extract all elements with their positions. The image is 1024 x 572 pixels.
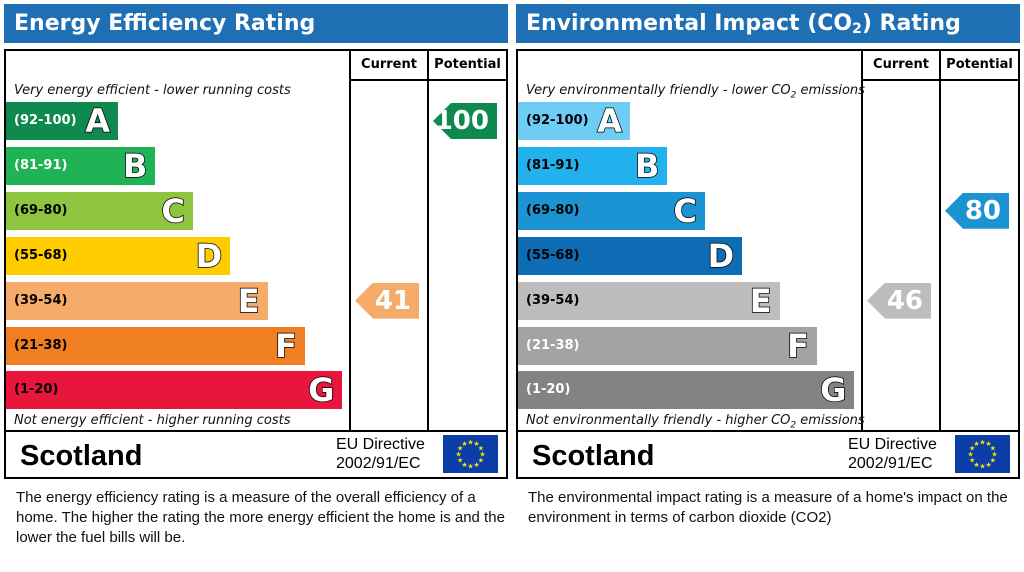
band-letter-label: D (195, 236, 223, 276)
band-d: (55-68) D (6, 236, 231, 276)
band-e: (39-54) E (6, 281, 268, 321)
band-letter-label: E (237, 281, 260, 321)
current-header: Current (361, 57, 417, 72)
footer: Scotland EU Directive 2002/91/EC ★ ★ ★ ★ ★ ★ ★… (516, 432, 1020, 479)
band-letter-label: C (161, 191, 186, 231)
band-letter-label: A (84, 101, 110, 141)
rating-chart: Current Potential Very energy efficient … (4, 49, 508, 432)
svg-text:★: ★ (461, 440, 467, 448)
band-f: (21-38) F (6, 326, 305, 366)
band-letter-label: B (122, 146, 148, 186)
eu-flag-icon: ★ ★★★★★★★★★★★ (955, 435, 1010, 473)
potential-header: Potential (946, 57, 1013, 72)
environmental-impact-panel: Environmental Impact (CO2) Rating Curren… (516, 4, 1020, 568)
band-letter-label: G (819, 371, 847, 411)
band-letter-label: B (634, 146, 660, 186)
top-note: Very environmentally friendly - lower CO… (526, 83, 865, 101)
band-d: (55-68) D (518, 236, 743, 276)
band-range-label: (69-80) (14, 202, 68, 218)
current-rating-arrow: 41 (355, 282, 419, 319)
description-text: The environmental impact rating is a mea… (528, 489, 1008, 526)
svg-text:★: ★ (457, 457, 463, 465)
band-range-label: (92-100) (14, 113, 77, 128)
svg-text:★: ★ (479, 451, 485, 459)
svg-text:★: ★ (990, 457, 996, 465)
rating-chart: Current Potential Very environmentally f… (516, 49, 1020, 432)
country-label: Scotland (20, 440, 143, 472)
band-range-label: (92-100) (526, 113, 589, 128)
band-range-label: (21-38) (526, 337, 580, 353)
band-range-label: (81-91) (526, 157, 580, 173)
band-letter-label: F (274, 326, 297, 366)
svg-text:★: ★ (473, 440, 479, 448)
svg-text:★: ★ (990, 445, 996, 453)
svg-text:★: ★ (457, 445, 463, 453)
current-header: Current (873, 57, 929, 72)
band-a: (92-100) A (518, 101, 630, 141)
svg-text:★: ★ (467, 439, 473, 447)
band-range-label: (39-54) (526, 292, 580, 308)
band-letter-label: D (707, 236, 735, 276)
band-f: (21-38) F (518, 326, 817, 366)
band-g: (1-20) G (6, 371, 343, 411)
eu-directive: EU Directive 2002/91/EC (336, 436, 425, 472)
band-c: (69-80) C (6, 191, 193, 231)
eu-directive: EU Directive 2002/91/EC (848, 436, 937, 472)
band-range-label: (81-91) (14, 157, 68, 173)
svg-text:★: ★ (478, 445, 484, 453)
band-e: (39-54) E (518, 281, 780, 321)
band-c: (69-80) C (518, 191, 705, 231)
band-range-label: (69-80) (526, 202, 580, 218)
band-letter-label: F (786, 326, 809, 366)
svg-text:★: ★ (967, 451, 973, 459)
eu-flag-icon: ★ ★★★★★★★★★★★ (443, 435, 498, 473)
svg-text:★: ★ (969, 445, 975, 453)
svg-text:★: ★ (478, 457, 484, 465)
bottom-note: Not energy efficient - higher running co… (14, 413, 291, 428)
potential-header: Potential (434, 57, 501, 72)
band-letter-label: G (307, 371, 335, 411)
top-note: Very energy efficient - lower running co… (14, 83, 291, 98)
band-range-label: (1-20) (14, 382, 59, 398)
svg-text:★: ★ (991, 451, 997, 459)
band-range-label: (21-38) (14, 337, 68, 353)
country-label: Scotland (532, 440, 655, 472)
svg-text:★: ★ (473, 461, 479, 469)
svg-text:★: ★ (973, 461, 979, 469)
panel-title: Energy Efficiency Rating (4, 4, 508, 43)
band-b: (81-91) B (6, 146, 156, 186)
band-range-label: (1-20) (526, 382, 571, 398)
potential-rating-arrow: 100 (433, 103, 497, 139)
svg-text:★: ★ (455, 451, 461, 459)
svg-text:★: ★ (973, 440, 979, 448)
description-text: The energy efficiency rating is a measur… (16, 489, 505, 546)
svg-text:★: ★ (985, 440, 991, 448)
potential-rating-arrow: 80 (945, 192, 1009, 229)
svg-text:★: ★ (461, 461, 467, 469)
band-letter-label: C (673, 191, 698, 231)
energy-efficiency-panel: Energy Efficiency Rating Current Potenti… (4, 4, 508, 568)
band-range-label: (39-54) (14, 292, 68, 308)
svg-text:★: ★ (969, 457, 975, 465)
svg-text:★: ★ (985, 461, 991, 469)
svg-text:★: ★ (467, 463, 473, 471)
panel-title: Environmental Impact (CO2) Rating (516, 4, 1020, 43)
svg-text:★: ★ (979, 439, 985, 447)
current-rating-arrow: 46 (867, 282, 931, 319)
band-g: (1-20) G (518, 371, 855, 411)
band-b: (81-91) B (518, 146, 668, 186)
band-range-label: (55-68) (14, 247, 68, 263)
band-letter-label: E (749, 281, 772, 321)
svg-text:★: ★ (979, 463, 985, 471)
band-range-label: (55-68) (526, 247, 580, 263)
band-a: (92-100) A (6, 101, 118, 141)
footer: Scotland EU Directive 2002/91/EC ★ ★ ★ ★ ★ ★ ★… (4, 432, 508, 479)
bottom-note: Not environmentally friendly - higher CO… (526, 413, 865, 431)
band-letter-label: A (596, 101, 622, 141)
